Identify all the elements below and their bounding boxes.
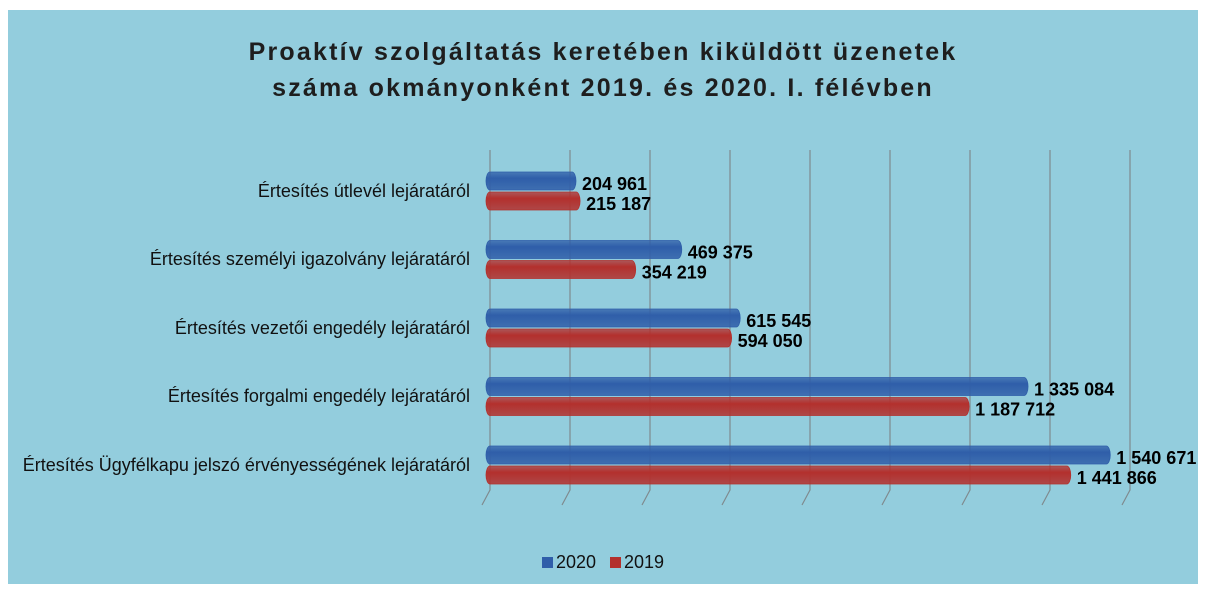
bar <box>485 445 1111 465</box>
grid-line <box>1121 150 1131 506</box>
legend: 2020 2019 <box>0 552 1206 573</box>
grid-line <box>1041 150 1051 506</box>
value-label: 204 961 <box>582 174 647 194</box>
value-label: 1 441 866 <box>1077 468 1157 488</box>
bar <box>485 191 581 211</box>
category-text: Értesítés vezetői engedély lejáratáról <box>174 317 470 338</box>
value-label: 615 545 <box>746 311 811 331</box>
grid-line <box>961 150 971 506</box>
category-label: Értesítés Ügyfélkapu jelszó érvényességé… <box>0 425 470 505</box>
grid-line <box>721 150 731 506</box>
category-text: Értesítés útlevél lejáratáról <box>257 180 470 201</box>
value-label: 1 335 084 <box>1034 379 1114 399</box>
chart-title: Proaktív szolgáltatás keretében kiküldöt… <box>248 38 958 102</box>
bar <box>485 260 637 279</box>
legend-swatch <box>541 557 553 568</box>
category-text: Értesítés forgalmi engedély lejáratáról <box>167 386 470 406</box>
legend-item: 2020 <box>541 552 596 573</box>
value-label: 594 050 <box>738 331 803 351</box>
category-label: Értesítés személyi igazolvány lejáratáró… <box>0 220 470 300</box>
category-text: Értesítés személyi igazolvány lejáratáró… <box>149 249 470 269</box>
value-label: 354 219 <box>642 262 707 282</box>
legend-item: 2019 <box>610 552 664 573</box>
category-label: Értesítés útlevél lejáratáról <box>0 151 470 231</box>
value-label: 1 540 671 <box>1116 448 1196 468</box>
category-label: Értesítés vezetői engedély lejáratáról <box>0 288 470 368</box>
bar <box>485 240 683 259</box>
category-label: Értesítés forgalmi engedély lejáratáról <box>0 357 470 437</box>
value-label: 469 375 <box>688 242 753 262</box>
bar <box>485 465 1072 485</box>
bar <box>485 397 970 416</box>
chart-area <box>8 10 1198 584</box>
legend-label: 2019 <box>624 552 665 572</box>
grid-line <box>801 150 811 506</box>
category-text: Értesítés Ügyfélkapu jelszó érvényességé… <box>22 454 470 475</box>
bar <box>485 171 577 191</box>
grid-line <box>641 150 651 506</box>
bar <box>485 308 741 328</box>
legend-swatch <box>610 557 621 568</box>
value-label: 1 187 712 <box>975 399 1055 419</box>
grid-line <box>881 150 891 506</box>
value-label: 215 187 <box>586 194 651 214</box>
bar <box>485 377 1029 396</box>
legend-label: 2020 <box>555 552 596 572</box>
bar <box>485 328 733 348</box>
